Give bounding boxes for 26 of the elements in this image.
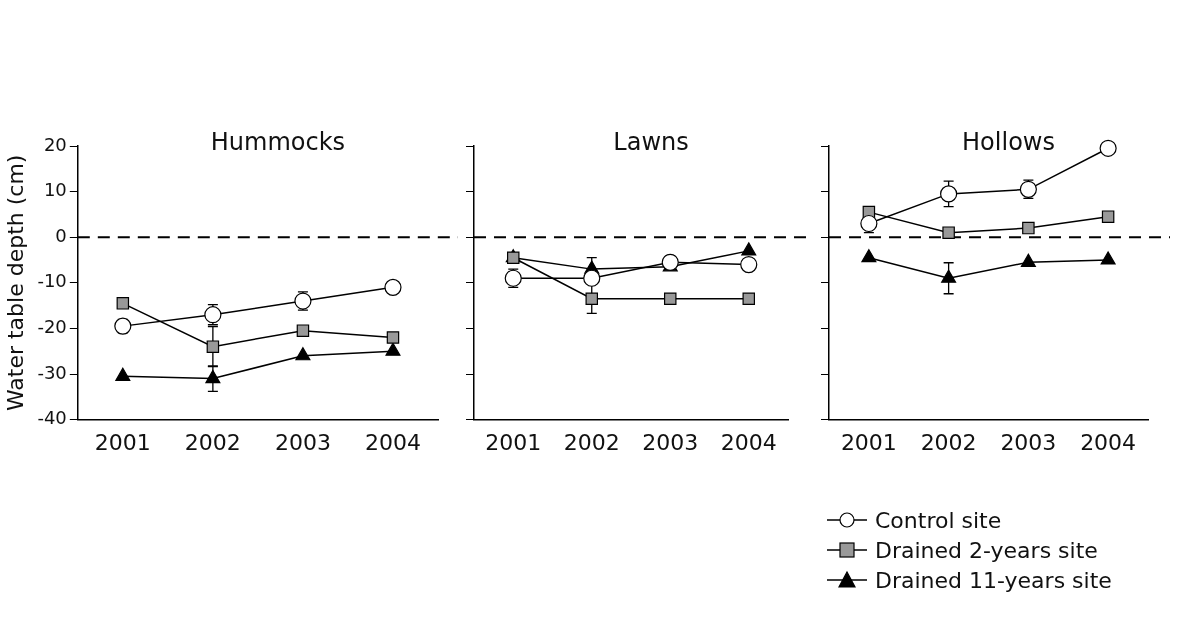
x-tick-label: 2002 — [184, 429, 241, 455]
x-tick-label: 2004 — [1080, 429, 1137, 455]
y-tick-label: -20 — [37, 316, 67, 338]
x-tick-label: 2001 — [485, 429, 542, 455]
x-tick-label: 2003 — [274, 429, 331, 455]
chart-title: Lawns — [613, 128, 689, 157]
x-tick-label: 2004 — [720, 429, 777, 455]
chart-title: Hummocks — [210, 128, 346, 157]
legend-label: Drained 11-years site — [875, 567, 1112, 593]
y-tick-label: 10 — [43, 179, 67, 201]
x-tick-label: 2001 — [840, 429, 897, 455]
x-tick-label: 2002 — [920, 429, 977, 455]
x-tick-label: 2003 — [1000, 429, 1057, 455]
y-tick-label: 0 — [55, 224, 67, 246]
legend-label: Drained 2-years site — [875, 537, 1098, 563]
y-tick-label: -40 — [37, 407, 67, 429]
x-tick-label: 2001 — [94, 429, 151, 455]
y-tick-label: 20 — [43, 133, 67, 155]
chart-title: Hollows — [962, 128, 1055, 157]
y-axis-title: Water table depth (cm) — [2, 154, 28, 412]
x-tick-label: 2002 — [563, 429, 620, 455]
legend-label: Control site — [875, 507, 1002, 533]
x-tick-label: 2003 — [642, 429, 699, 455]
y-tick-label: -10 — [37, 270, 67, 292]
x-tick-label: 2004 — [364, 429, 421, 455]
y-tick-label: -30 — [37, 361, 67, 383]
